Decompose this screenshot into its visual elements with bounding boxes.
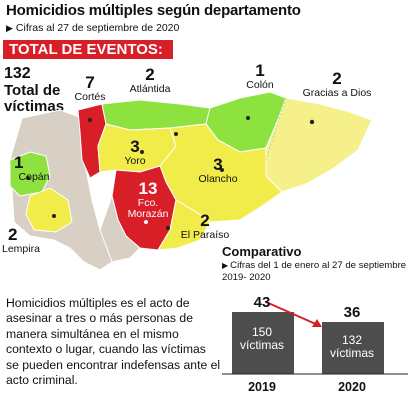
bar-2020-victims-unit: víctimas	[329, 346, 374, 361]
count-lempira: 2	[8, 225, 18, 244]
name-copan: Copán	[18, 170, 50, 183]
region-lempira	[25, 187, 73, 233]
bar-2020-victims-number: 132	[341, 333, 363, 347]
label-colon: 1 Colón	[240, 62, 280, 91]
comparison-subtitle-text: Cifras del 1 de enero al 27 de septiembr…	[222, 260, 407, 283]
comparison-title: Comparativo	[222, 244, 302, 259]
count-el-paraiso: 2	[200, 211, 210, 230]
name-lempira: Lempira	[2, 242, 40, 255]
count-colon: 1	[255, 61, 265, 80]
name-fco-morazan: Fco. Morazán	[127, 196, 169, 220]
comparison-chart	[222, 301, 408, 375]
region-el-paraiso	[157, 199, 211, 251]
label-yoro: 3 Yoro	[120, 138, 150, 167]
name-el-paraiso: El Paraíso	[180, 228, 230, 241]
bar-2019-victims-unit: víctimas	[239, 338, 284, 353]
bar-2019-events: 43	[253, 294, 271, 311]
decrease-arrow	[265, 301, 319, 326]
subtitle-text: Cifras al 27 de septiembre de 2020	[15, 22, 180, 34]
total-victims-label-1: Total de	[4, 81, 61, 99]
bar-2019	[232, 312, 294, 374]
bar-2019-victims: 150 víctimas	[230, 325, 294, 353]
total-victims-number: 132	[4, 65, 31, 82]
triangle-icon: ▶	[6, 23, 13, 33]
name-yoro: Yoro	[124, 154, 146, 167]
region-grey-south	[99, 194, 141, 263]
label-copan: 1 Copán	[14, 154, 54, 183]
label-cortes: 7 Cortés	[70, 74, 110, 103]
decrease-arrowhead	[312, 319, 322, 327]
year-2020: 2020	[338, 380, 366, 394]
triangle-icon: ▶	[222, 261, 229, 270]
bar-2020-events: 36	[343, 304, 361, 321]
bar-2020	[322, 322, 384, 374]
bar-2020-victims: 132 víctimas	[320, 333, 384, 361]
label-fco-morazan: 13 Fco. Morazán	[118, 180, 178, 220]
count-copan: 1	[14, 153, 24, 172]
page-title: Homicidios múltiples según departamento	[6, 2, 301, 19]
count-olancho: 3	[213, 155, 223, 174]
name-colon: Colón	[246, 78, 274, 91]
name-olancho: Olancho	[198, 172, 238, 185]
year-2019: 2019	[248, 380, 276, 394]
name-gracias-a-dios: Gracias a Dios	[302, 86, 372, 99]
name-cortes: Cortés	[74, 90, 106, 103]
count-yoro: 3	[130, 137, 140, 156]
comparison-subtitle: ▶ Cifras del 1 de enero al 27 de septiemb…	[222, 260, 408, 284]
bar-2019-victims-number: 150	[251, 325, 273, 339]
label-atlantida: 2 Atlántida	[124, 66, 176, 95]
label-olancho: 3 Olancho	[190, 156, 246, 185]
count-gracias-a-dios: 2	[332, 69, 342, 88]
label-gracias-a-dios: 2 Gracias a Dios	[296, 70, 378, 99]
label-el-paraiso: 2 El Paraíso	[176, 212, 234, 241]
total-victims-label-2: víctimas	[4, 97, 65, 115]
region-copan	[9, 151, 51, 197]
description: Homicidios múltiples es el acto de asesi…	[6, 296, 221, 388]
count-atlantida: 2	[145, 65, 155, 84]
subtitle: ▶ Cifras al 27 de septiembre de 2020	[6, 22, 179, 34]
label-lempira: 2 Lempira	[2, 226, 42, 255]
region-gracias-a-dios	[265, 97, 373, 193]
count-fco-morazan: 13	[138, 179, 158, 198]
count-cortes: 7	[85, 73, 95, 92]
honduras-map	[9, 91, 373, 271]
total-victims: 132 Total de víctimas	[4, 65, 65, 115]
total-events-banner: TOTAL DE EVENTOS: 36	[3, 40, 173, 77]
name-atlantida: Atlántida	[129, 82, 171, 95]
